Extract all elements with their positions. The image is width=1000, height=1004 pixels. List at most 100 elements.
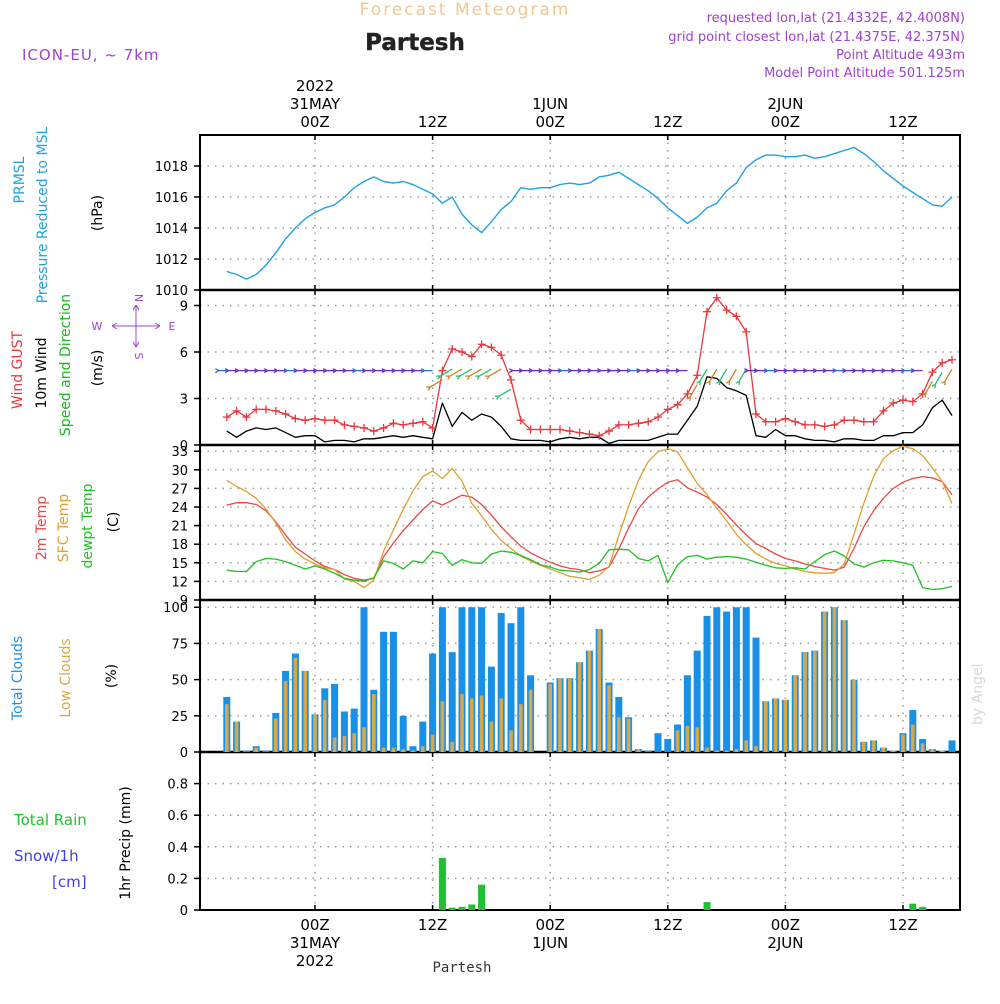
- gust-point-marker: [477, 340, 486, 349]
- wind-direction-axis-title: Speed and Direction: [58, 294, 74, 436]
- low-clouds-bar: [832, 607, 837, 752]
- low-clouds-bar: [911, 724, 915, 752]
- wind-direction-arrowhead: [410, 368, 416, 374]
- sfc-temp-series-line: [226, 445, 953, 589]
- gust-point-marker: [948, 355, 956, 364]
- gust-point-marker: [771, 417, 780, 426]
- wind-direction-arrowhead: [931, 383, 936, 389]
- precip-ytick-label: 0.8: [167, 778, 188, 793]
- gust-point-marker: [605, 427, 613, 436]
- temp-ytick-label: 27: [171, 482, 188, 497]
- wind-direction-arrowhead: [665, 368, 670, 374]
- precip-ytick-label: 0.4: [167, 841, 188, 856]
- low-clouds-bar: [430, 734, 435, 752]
- closest-coords: grid point closest lon,lat (21.4375E, 42…: [668, 30, 965, 45]
- bottom-time-label: 2022: [296, 952, 334, 970]
- low-clouds-bar: [724, 750, 729, 752]
- wind-direction-arrowhead: [342, 368, 347, 374]
- footer-station: Partesh: [432, 960, 491, 976]
- wind-direction-arrowhead: [508, 368, 514, 374]
- temp-ytick-label: 24: [171, 501, 188, 516]
- wind-direction-arrowhead: [606, 368, 612, 374]
- low-clouds-bar: [881, 747, 886, 752]
- low-clouds-bar: [891, 750, 895, 752]
- wind-direction-arrowhead: [715, 380, 721, 386]
- rain-legend-label: Total Rain: [13, 811, 87, 829]
- low-clouds-bar: [391, 747, 396, 752]
- low-clouds-bar: [930, 749, 935, 752]
- precip-ytick-label: 0.6: [167, 809, 188, 824]
- wind-direction-arrow: [498, 388, 512, 397]
- wind-direction-arrow: [944, 368, 953, 382]
- total-clouds-bar: [429, 653, 437, 752]
- low-clouds-bar: [342, 736, 347, 752]
- gust-point-marker: [899, 396, 907, 405]
- low-clouds-bar: [381, 747, 386, 752]
- wind-direction-arrowhead: [861, 368, 866, 374]
- compass-north: N: [132, 294, 145, 302]
- gust-point-marker: [487, 343, 496, 352]
- low-clouds-bar: [489, 721, 494, 752]
- rain-bar: [703, 902, 711, 910]
- low-clouds-bar: [597, 628, 601, 752]
- wind-direction-arrowhead: [725, 380, 731, 386]
- low-clouds-bar: [675, 730, 680, 752]
- gust-point-marker: [458, 348, 466, 356]
- top-time-label: 2JUN: [767, 95, 803, 113]
- gust-point-marker: [320, 416, 329, 425]
- total-clouds-bar: [948, 740, 956, 752]
- wind-direction-arrowhead: [616, 368, 621, 374]
- total-clouds-bar: [438, 607, 446, 752]
- total-clouds-bar: [644, 750, 652, 752]
- temp-ytick-label: 15: [171, 557, 188, 572]
- low-clouds-bar: [901, 734, 905, 752]
- gust-point-marker: [879, 406, 888, 415]
- gust-point-marker: [928, 368, 937, 377]
- top-time-label: 00Z: [536, 113, 565, 131]
- pressure-unit: (hPa): [90, 195, 106, 231]
- gust-point-marker: [546, 425, 555, 434]
- wind-direction-arrowhead: [646, 368, 651, 374]
- wind-direction-arrow: [439, 368, 453, 377]
- temp-ytick-label: 33: [171, 445, 188, 460]
- gust-point-marker: [526, 425, 535, 434]
- pressure-ytick-label: 1012: [155, 253, 188, 268]
- wind-direction-arrowhead: [577, 368, 582, 374]
- low-clouds-bar: [813, 650, 817, 752]
- top-time-label: 2022: [296, 77, 334, 95]
- rain-bar: [468, 904, 476, 910]
- total-clouds-bar: [360, 607, 368, 752]
- gust-point-marker: [693, 371, 702, 380]
- low-clouds-bar: [362, 727, 366, 752]
- gust-point-marker: [360, 423, 368, 432]
- low-clouds-bar: [715, 750, 719, 752]
- wind-direction-arrowhead: [548, 368, 553, 374]
- wind-direction-arrowhead: [371, 368, 376, 374]
- low-clouds-bar: [225, 704, 229, 752]
- model-label: ICON-EU, ~ 7km: [22, 46, 160, 64]
- wind-direction-arrowhead: [891, 368, 896, 374]
- wind-direction-arrow: [934, 371, 943, 385]
- snow-legend-label: Snow/1h: [14, 847, 79, 865]
- gust-point-marker: [340, 420, 349, 429]
- gust-point-marker: [418, 417, 427, 426]
- wind-direction-arrowhead: [773, 368, 778, 374]
- wind-direction-arrowhead: [420, 368, 425, 374]
- wind-direction-arrow: [924, 381, 933, 394]
- temp-panel-frame: [199, 444, 961, 601]
- wind-direction-arrowhead: [744, 368, 749, 374]
- gust-point-marker: [859, 417, 868, 426]
- total-clouds-bar: [693, 650, 701, 752]
- wind-direction-arrowhead: [812, 368, 817, 374]
- super-title: Forecast Meteogram: [360, 0, 571, 20]
- low-clouds-bar: [783, 699, 788, 752]
- low-clouds-bar: [920, 743, 925, 752]
- temp-ytick-label: 21: [171, 520, 188, 535]
- total-clouds-bar: [331, 683, 339, 752]
- wind-ytick-label: 3: [180, 393, 188, 408]
- total-clouds-bar: [262, 750, 270, 752]
- low-clouds-bar: [871, 740, 876, 752]
- pressure-ytick-label: 1014: [155, 222, 188, 237]
- low-clouds-bar: [695, 727, 699, 752]
